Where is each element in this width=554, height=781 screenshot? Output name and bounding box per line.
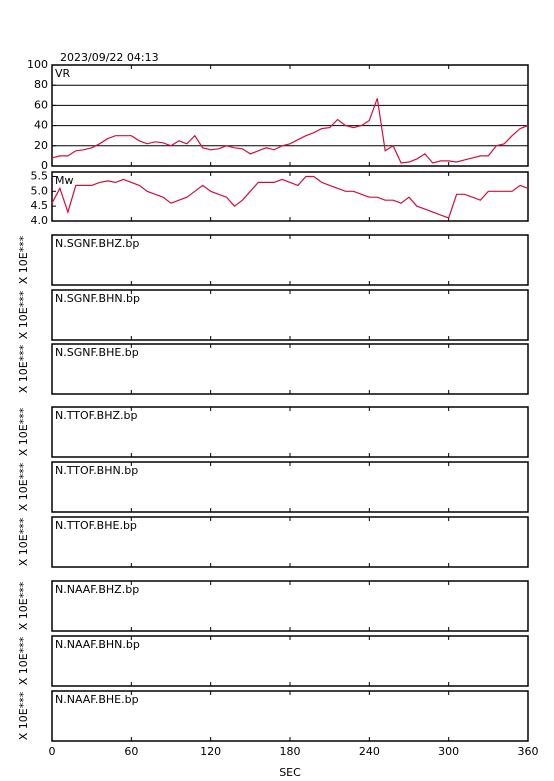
- panel-label: N.TTOF.BHZ.bp: [55, 409, 138, 422]
- panel-label: VR: [55, 67, 71, 80]
- panel-label: N.SGNF.BHZ.bp: [55, 237, 139, 250]
- panel-label: N.SGNF.BHN.bp: [55, 292, 140, 305]
- y-tick-label: 100: [27, 58, 48, 71]
- y-axis-label: X 10E***: [17, 407, 30, 456]
- y-tick-label: 5.5: [31, 169, 49, 182]
- panel-label: N.TTOF.BHN.bp: [55, 464, 138, 477]
- x-tick-label: 360: [518, 745, 539, 758]
- data-line: [51, 98, 529, 164]
- y-tick-label: 20: [34, 139, 48, 152]
- data-line: [51, 175, 529, 219]
- x-tick-label: 240: [359, 745, 380, 758]
- y-tick-label: 40: [34, 119, 48, 132]
- y-axis-label: X 10E***: [17, 517, 30, 566]
- y-tick-label: 5.0: [31, 184, 49, 197]
- panel-label: N.SGNF.BHE.bp: [55, 346, 139, 359]
- x-axis-label: SEC: [279, 766, 301, 779]
- x-tick-label: 180: [280, 745, 301, 758]
- y-tick-label: 4.0: [31, 214, 49, 227]
- y-axis-label: X 10E***: [17, 691, 30, 740]
- panel-label: N.NAAF.BHN.bp: [55, 638, 140, 651]
- x-tick-label: 60: [124, 745, 138, 758]
- panel-frame: [51, 64, 529, 167]
- y-axis-label: X 10E***: [17, 636, 30, 685]
- panel-label: N.TTOF.BHE.bp: [55, 519, 137, 532]
- panel-label: Mw: [55, 174, 74, 187]
- y-axis-label: X 10E***: [17, 462, 30, 511]
- y-tick-label: 80: [34, 78, 48, 91]
- x-tick-label: 0: [49, 745, 56, 758]
- x-tick-label: 120: [200, 745, 221, 758]
- y-axis-label: X 10E***: [17, 344, 30, 393]
- panel-label: N.NAAF.BHZ.bp: [55, 583, 139, 596]
- y-axis-label: X 10E***: [17, 581, 30, 630]
- timestamp: 2023/09/22 04:13: [60, 51, 159, 64]
- y-tick-label: 4.5: [31, 199, 49, 212]
- y-axis-label: X 10E***: [17, 290, 30, 339]
- y-tick-label: 60: [34, 98, 48, 111]
- y-axis-label: X 10E***: [17, 235, 30, 284]
- y-tick-label: 0: [41, 159, 48, 172]
- x-tick-label: 300: [438, 745, 459, 758]
- panel-label: N.NAAF.BHE.bp: [55, 693, 139, 706]
